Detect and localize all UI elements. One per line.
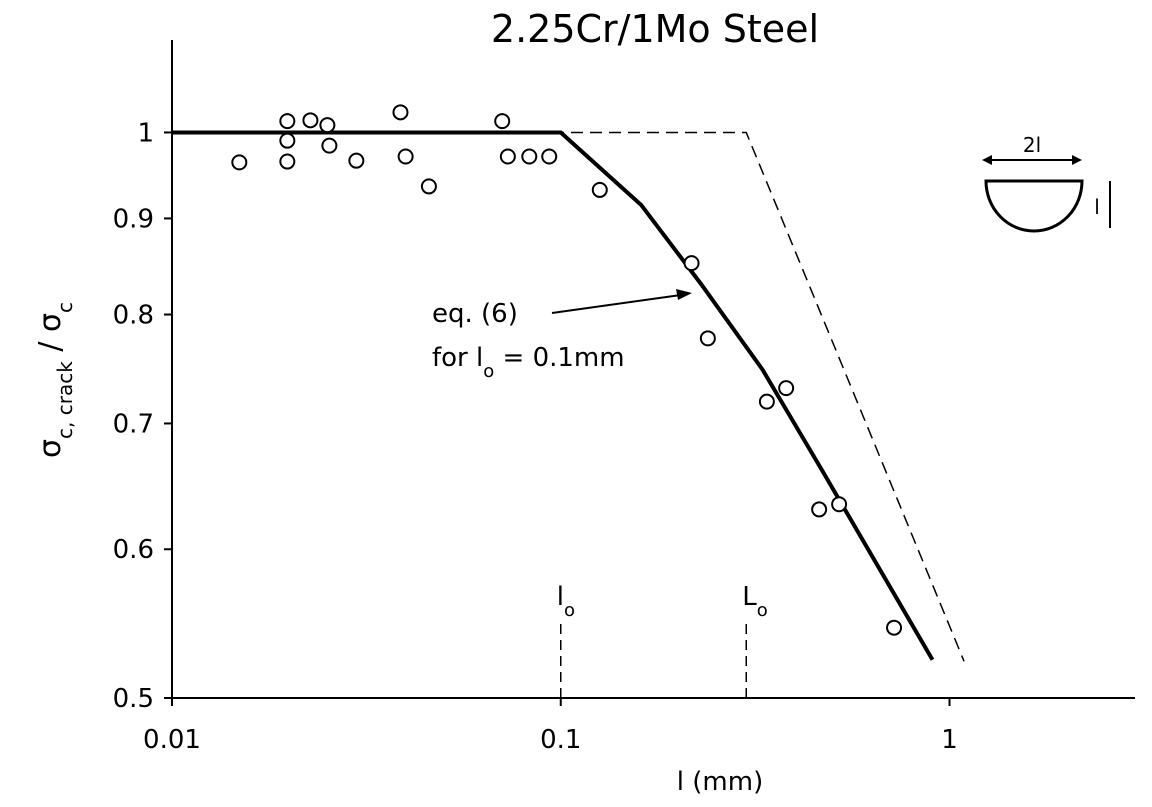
arrow-head [982,155,992,165]
data-point [683,255,700,272]
y-label-part: σ [33,439,68,458]
x-tick-label: 0.01 [143,725,201,755]
x-axis-label: l (mm) [677,767,763,797]
y-label-sub: c, crack [53,361,77,439]
data-point [231,154,248,171]
data-point [541,148,558,165]
model-line [172,130,935,661]
annotation: eq. (6) [432,299,518,329]
y-tick-label: 0.7 [113,409,154,439]
data-point [319,117,336,134]
data-point [699,330,716,347]
marker-label-sub: o [757,600,768,621]
data-point [494,113,511,130]
marker-label-part: l [557,582,564,612]
data-point [279,153,296,170]
inset-label: l [1094,195,1100,219]
data-point [279,113,296,130]
data-point [591,181,608,198]
inset: 2l l [982,133,1111,233]
y-label-part: / σ [33,313,68,361]
data-point [302,112,319,129]
data-point [392,104,409,121]
dashed-line [172,131,965,662]
y-tick-label: 0.9 [113,204,154,234]
chart-title: 2.25Cr/1Mo Steel [491,7,819,51]
arrow-head [676,289,692,300]
y-tick-label: 1 [137,118,154,148]
annotation-sub: o [483,361,494,382]
data-point [521,148,538,165]
data-point [348,152,365,169]
marker-label: lo [557,582,575,621]
data-point [321,137,338,154]
x-tick-label: 0.1 [540,725,581,755]
marker-label-sub: o [564,600,575,621]
y-tick-label: 0.6 [113,535,154,565]
data-point [886,619,903,636]
annotation-arrow [551,293,689,314]
marker-label-part: L [742,582,757,612]
annotation: for lo = 0.1mm [432,343,625,382]
data-point [499,148,516,165]
inset-shape [984,179,1084,233]
y-tick-label: 0.8 [113,301,154,331]
y-label-sub: c [53,302,77,313]
x-tick-label: 1 [941,725,958,755]
arrow-head [1072,155,1082,165]
y-tick-label: 0.5 [113,684,154,714]
annotation-part: for l [432,343,483,373]
data-point [279,132,296,149]
data-point [397,148,414,165]
data-point [811,501,828,518]
data-point [758,393,775,410]
y-axis-label: σc, crack / σc [33,302,77,458]
data-point [831,496,848,513]
data-point [778,380,795,397]
data-point [420,178,437,195]
inset-label: 2l [1023,133,1041,157]
marker-label: Lo [742,582,768,621]
annotation-part: = 0.1mm [494,343,624,373]
